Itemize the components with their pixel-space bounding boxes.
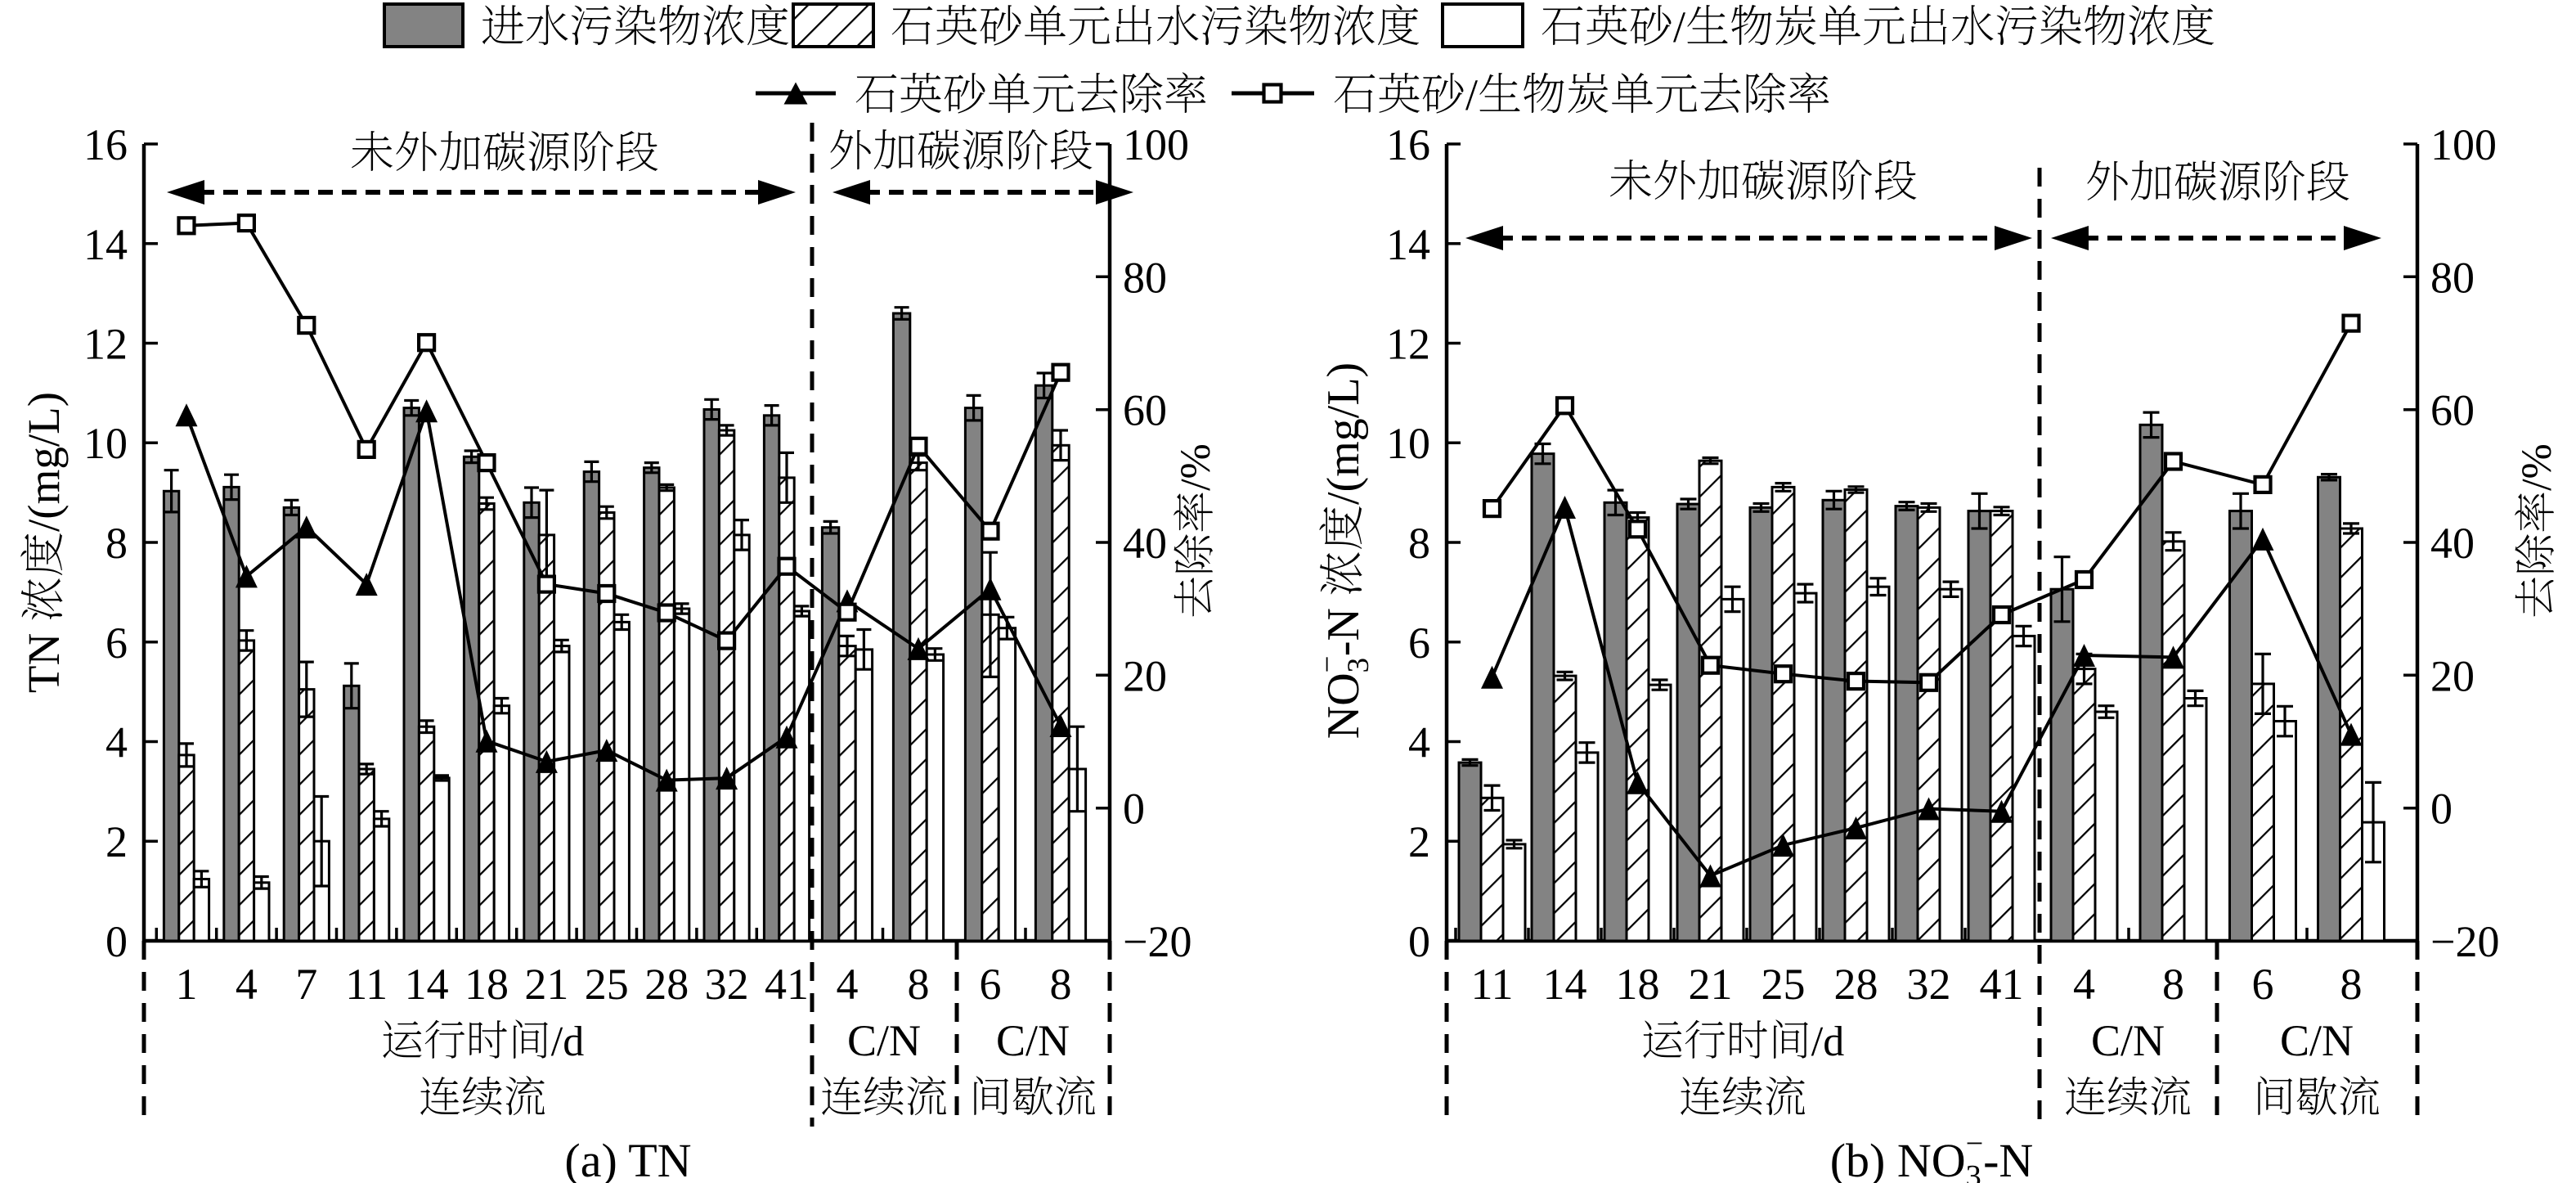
svg-text:-N: -N [1983,1134,2033,1183]
svg-text:25: 25 [1761,960,1806,1009]
svg-text:8: 8 [2340,960,2363,1009]
svg-text:3: 3 [1342,658,1376,673]
svg-text:20: 20 [2430,651,2475,700]
svg-text:/(mg/L): /(mg/L) [19,392,69,532]
svg-text:0: 0 [105,917,128,966]
svg-text:0: 0 [2430,785,2453,834]
svg-text:C/N: C/N [2280,1016,2354,1065]
svg-text:8: 8 [908,960,930,1009]
svg-text:2: 2 [1408,817,1430,866]
svg-text:12: 12 [83,320,128,369]
svg-text:20: 20 [1123,651,1167,700]
svg-text:41: 41 [765,960,809,1009]
svg-text:14: 14 [83,220,128,269]
svg-text:8: 8 [1050,960,1072,1009]
svg-text:60: 60 [1123,386,1167,435]
svg-text:25: 25 [585,960,629,1009]
svg-text:21: 21 [1689,960,1733,1009]
svg-text:8: 8 [2162,960,2184,1009]
svg-text:40: 40 [2430,519,2475,568]
svg-text:4: 4 [105,718,128,767]
svg-text:100: 100 [1123,120,1189,169]
svg-text:32: 32 [705,960,749,1009]
svg-text:12: 12 [1386,320,1430,369]
svg-text:/%: /% [2514,443,2560,491]
svg-text:NO: NO [1318,672,1369,739]
svg-text:16: 16 [1386,120,1430,169]
svg-text:4: 4 [2073,960,2095,1009]
svg-text:/: / [1673,2,1685,52]
svg-text:-N: -N [1318,608,1369,656]
svg-text:16: 16 [83,120,128,169]
svg-text:11: 11 [1471,960,1514,1009]
svg-text:8: 8 [105,519,128,568]
svg-text:−: − [1966,1127,1984,1161]
svg-text:10: 10 [1386,419,1430,468]
svg-text:32: 32 [1907,960,1951,1009]
svg-text:7: 7 [295,960,317,1009]
svg-text:6: 6 [980,960,1002,1009]
svg-text:0: 0 [1408,917,1430,966]
svg-text:100: 100 [2430,120,2497,169]
svg-text:60: 60 [2430,386,2475,435]
svg-text:6: 6 [1408,618,1430,668]
svg-text:−20: −20 [1123,917,1192,966]
svg-text:18: 18 [1616,960,1660,1009]
svg-text:(a) TN: (a) TN [564,1134,691,1183]
svg-text:/d: /d [1811,1019,1844,1065]
svg-text:28: 28 [1834,960,1878,1009]
svg-text:1: 1 [176,960,198,1009]
svg-text:8: 8 [1408,519,1430,568]
svg-text:C/N: C/N [847,1016,921,1065]
svg-text:/: / [1465,70,1478,119]
svg-text:14: 14 [1386,220,1430,269]
svg-text:−20: −20 [2430,917,2499,966]
svg-text:4: 4 [837,960,859,1009]
svg-text:4: 4 [1408,718,1430,767]
svg-text:11: 11 [345,960,388,1009]
svg-text:TN: TN [19,633,69,693]
svg-text:14: 14 [405,960,449,1009]
svg-text:80: 80 [2430,253,2475,302]
svg-text:C/N: C/N [2091,1016,2165,1065]
svg-text:(b) NO: (b) NO [1830,1134,1966,1183]
svg-text:80: 80 [1123,253,1167,302]
svg-text:18: 18 [464,960,509,1009]
svg-text:41: 41 [1980,960,2024,1009]
svg-text:−: − [1311,656,1344,673]
svg-text:21: 21 [524,960,568,1009]
svg-text:14: 14 [1543,960,1587,1009]
svg-text:40: 40 [1123,519,1167,568]
svg-text:2: 2 [105,817,128,866]
svg-text:/d: /d [551,1019,584,1065]
svg-text:6: 6 [105,618,128,668]
svg-text:0: 0 [1123,785,1145,834]
svg-text:3: 3 [1966,1159,1981,1183]
svg-text:10: 10 [83,419,128,468]
svg-text:/(mg/L): /(mg/L) [1318,362,1369,505]
svg-text:6: 6 [2252,960,2274,1009]
svg-text:/%: /% [1173,443,1219,491]
svg-text:28: 28 [644,960,689,1009]
svg-text:C/N: C/N [996,1016,1070,1065]
svg-text:4: 4 [236,960,258,1009]
